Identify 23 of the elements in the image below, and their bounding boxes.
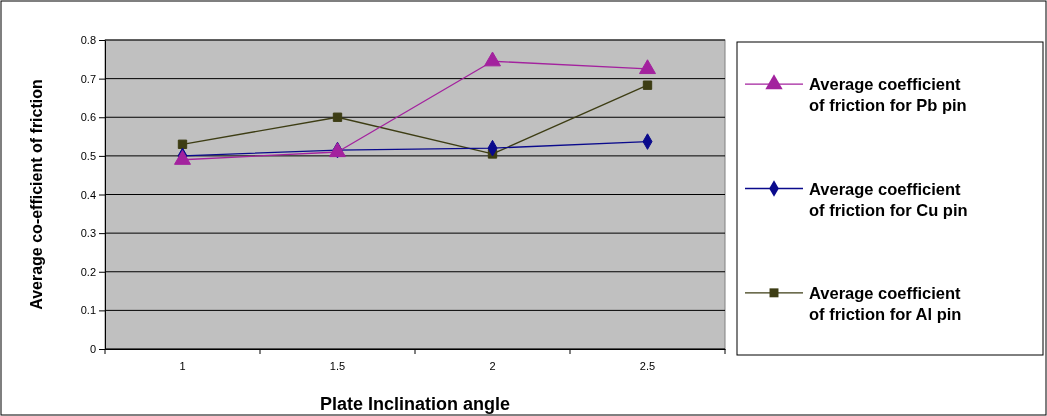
y-tick-label: 0.1 xyxy=(80,304,96,317)
point xyxy=(484,51,501,67)
point xyxy=(639,59,656,75)
x-tick-label: 2 xyxy=(489,359,496,372)
legend-label: Average coefficient of friction for Cu pin xyxy=(809,179,968,219)
y-tick-label: 0.8 xyxy=(80,34,96,47)
y-tick-label: 0 xyxy=(89,343,96,356)
y-tick-label: 0.7 xyxy=(80,72,96,85)
y-tick-label: 0.3 xyxy=(80,227,96,240)
point xyxy=(642,80,653,90)
legend-label: Average coefficient of friction for Al pin xyxy=(809,283,962,323)
y-tick-label: 0.5 xyxy=(80,149,96,162)
point xyxy=(332,112,343,122)
point xyxy=(177,139,188,149)
y-tick-label: 0.4 xyxy=(80,188,96,201)
y-tick-label: 0.2 xyxy=(80,265,96,278)
legend-label: Average coefficient of friction for Pb pin xyxy=(809,75,967,115)
y-tick-label: 0.6 xyxy=(80,111,96,124)
x-tick-label: 2.5 xyxy=(639,359,656,372)
x-axis-title: Plate Inclination angle xyxy=(319,394,511,414)
x-tick-label: 1.5 xyxy=(329,359,346,372)
x-tick-label: 1 xyxy=(179,359,186,372)
y-axis-title: Average co-efficient of friction xyxy=(28,79,45,310)
